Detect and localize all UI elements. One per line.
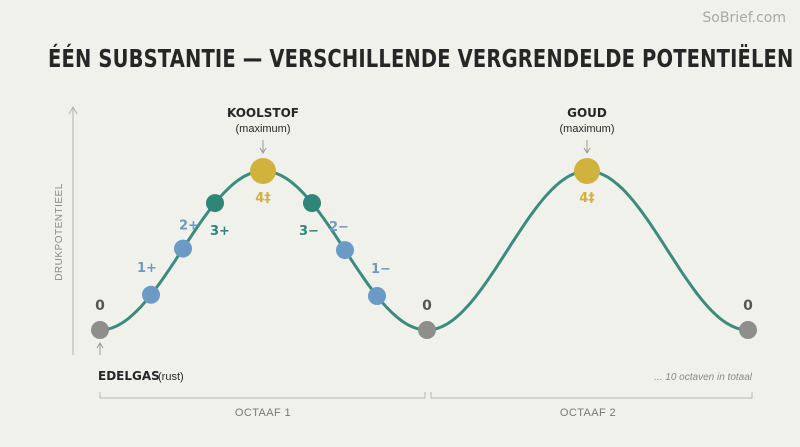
y-axis-label: DRUKPOTENTIEEL [54,183,65,281]
points-layer: 0 1+ 2+ 3+ 4‡ 3− 2− 1− 0 4‡ 0 [91,158,757,339]
point-label-1minus: 1− [371,262,391,277]
point-label-3minus: 3− [299,224,319,239]
point-4-gold [574,158,600,184]
point-2plus [174,239,192,258]
point-label-zero-start: 0 [95,298,105,314]
noble-sub: (rust) [158,371,184,383]
carbon-arrow-icon [259,147,267,154]
point-label-1plus: 1+ [137,261,157,276]
page-title: ÉÉN SUBSTANTIE — VERSCHILLENDE VERGRENDE… [48,44,794,73]
point-zero-mid [418,321,436,339]
noble-arrow-icon [96,342,104,349]
point-zero-start [91,321,109,339]
point-3minus [303,194,321,213]
carbon-sub: (maximum) [236,123,291,135]
watermark: SoBrief.com [702,10,786,26]
gold-sub: (maximum) [560,123,615,135]
point-label-3plus: 3+ [210,224,230,239]
octave-1-label: OCTAAF 1 [235,407,291,419]
point-1minus [368,287,386,305]
point-label-zero-mid: 0 [422,298,432,314]
noble-name: EDELGAS [98,369,160,383]
point-label-4-gold: 4‡ [579,191,595,206]
point-label-2minus: 2− [329,220,349,235]
point-zero-end [739,321,757,339]
octave-2-label: OCTAAF 2 [560,407,616,419]
octaves-note: ... 10 octaven in totaal [654,372,753,383]
point-label-2plus: 2+ [179,219,199,234]
octave-1-bracket [99,392,426,399]
carbon-name: KOOLSTOF [227,106,299,120]
point-label-4-carbon: 4‡ [255,191,271,206]
point-1plus [142,285,160,304]
point-label-zero-end: 0 [743,298,753,314]
gold-name: GOUD [567,106,607,120]
octave-2-bracket [430,392,753,399]
y-axis-arrow-icon [68,105,78,115]
gold-arrow-icon [583,147,591,154]
point-2minus [336,241,354,260]
point-4-carbon [250,158,276,184]
point-3plus [206,194,224,213]
